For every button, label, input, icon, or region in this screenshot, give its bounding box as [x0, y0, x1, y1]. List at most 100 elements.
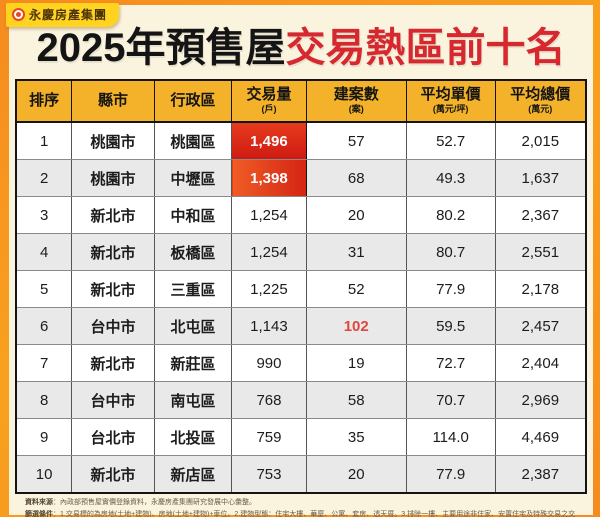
cell-total_price: 4,469: [494, 418, 587, 456]
table-row: 7 新北市 新莊區 990 19 72.7 2,404: [15, 344, 587, 382]
footnotes: 資料來源：內政部預售屋實價登錄資料，永慶房產集團研究發展中心彙整。 篩選條件：1…: [25, 498, 577, 517]
cell-rank: 10: [15, 455, 73, 494]
cell-volume: 1,398: [231, 159, 307, 197]
cell-unit_price: 59.5: [405, 307, 496, 345]
column-header-1: 排序: [15, 79, 73, 123]
cell-total_price: 2,015: [494, 122, 587, 160]
cell-city: 桃園市: [71, 159, 155, 197]
cell-rank: 3: [15, 196, 73, 234]
cell-cases: 52: [305, 270, 407, 308]
table-row: 1 桃園市 桃園區 1,496 57 52.7 2,015: [15, 122, 587, 160]
table-row: 5 新北市 三重區 1,225 52 77.9 2,178: [15, 270, 587, 308]
cell-cases: 35: [305, 418, 407, 456]
cell-volume: 1,143: [231, 307, 307, 345]
cell-total_price: 1,637: [494, 159, 587, 197]
table-row: 6 台中市 北屯區 1,143 102 59.5 2,457: [15, 307, 587, 345]
cell-unit_price: 70.7: [405, 381, 496, 419]
cell-volume: 990: [231, 344, 307, 382]
cell-rank: 1: [15, 122, 73, 160]
cell-unit_price: 80.7: [405, 233, 496, 271]
table-row: 2 桃園市 中壢區 1,398 68 49.3 1,637: [15, 159, 587, 197]
cell-city: 新北市: [71, 344, 155, 382]
source-label: 資料來源: [25, 499, 53, 506]
cell-city: 桃園市: [71, 122, 155, 160]
cell-total_price: 2,551: [494, 233, 587, 271]
cell-volume: 768: [231, 381, 307, 419]
cell-district: 桃園區: [153, 122, 233, 160]
cell-district: 北投區: [153, 418, 233, 456]
column-header-3: 行政區: [153, 79, 233, 123]
cell-cases: 57: [305, 122, 407, 160]
cell-total_price: 2,404: [494, 344, 587, 382]
cell-volume: 753: [231, 455, 307, 494]
cell-cases: 20: [305, 196, 407, 234]
column-header-5: 建案數 (案): [305, 79, 407, 123]
cell-district: 中壢區: [153, 159, 233, 197]
cell-cases: 58: [305, 381, 407, 419]
cell-volume: 1,225: [231, 270, 307, 308]
cell-district: 南屯區: [153, 381, 233, 419]
cell-rank: 8: [15, 381, 73, 419]
table-header: 排序 縣市 行政區 交易量 (戶) 建案數 (案) 平均單價 (萬元/坪) 平均總價 (萬元): [15, 79, 587, 123]
cell-rank: 6: [15, 307, 73, 345]
filter-text: ：1.交易標的為房地(土地+建物)、房地(土地+建物)+車位。2.建物型態：住宅…: [53, 510, 576, 517]
column-header-4: 交易量 (戶): [231, 79, 307, 123]
cell-city: 台北市: [71, 418, 155, 456]
cell-unit_price: 114.0: [405, 418, 496, 456]
table-row: 4 新北市 板橋區 1,254 31 80.7 2,551: [15, 233, 587, 271]
brand-logo-badge: 永慶房產集團: [6, 3, 120, 27]
cell-district: 中和區: [153, 196, 233, 234]
cell-unit_price: 72.7: [405, 344, 496, 382]
cell-volume: 1,254: [231, 196, 307, 234]
table-row: 9 台北市 北投區 759 35 114.0 4,469: [15, 418, 587, 456]
cell-total_price: 2,387: [494, 455, 587, 494]
footnote-source: 資料來源：內政部預售屋實價登錄資料，永慶房產集團研究發展中心彙整。: [25, 498, 577, 509]
cell-city: 台中市: [71, 381, 155, 419]
cell-total_price: 2,178: [494, 270, 587, 308]
cell-volume: 1,496: [231, 122, 307, 160]
cell-rank: 5: [15, 270, 73, 308]
title-highlight: 交易熱區前十名: [285, 26, 566, 70]
cell-district: 新店區: [153, 455, 233, 494]
footnote-filter: 篩選條件：1.交易標的為房地(土地+建物)、房地(土地+建物)+車位。2.建物型…: [25, 510, 577, 517]
cell-unit_price: 80.2: [405, 196, 496, 234]
table-row: 10 新北市 新店區 753 20 77.9 2,387: [15, 455, 587, 494]
cell-cases: 19: [305, 344, 407, 382]
content-area: 2025年預售屋交易熱區前十名 排序 縣市 行政區 交易量 (戶) 建案數 (案) 平均單價(…: [9, 5, 593, 517]
column-header-2: 縣市: [71, 79, 155, 123]
table-body: 1 桃園市 桃園區 1,496 57 52.7 2,015 2 桃園市 中壢區 1,398 68 49.…: [15, 122, 587, 494]
cell-volume: 759: [231, 418, 307, 456]
column-header-6: 平均單價 (萬元/坪): [405, 79, 496, 123]
cell-total_price: 2,969: [494, 381, 587, 419]
cell-rank: 7: [15, 344, 73, 382]
cell-total_price: 2,457: [494, 307, 587, 345]
cell-district: 新莊區: [153, 344, 233, 382]
header-row: 排序 縣市 行政區 交易量 (戶) 建案數 (案) 平均單價 (萬元/坪) 平均總價 (萬元): [15, 79, 587, 123]
cell-unit_price: 52.7: [405, 122, 496, 160]
cell-district: 板橋區: [153, 233, 233, 271]
cell-city: 新北市: [71, 270, 155, 308]
cell-unit_price: 77.9: [405, 455, 496, 494]
column-header-7: 平均總價 (萬元): [494, 79, 587, 123]
title-prefix: 2025年預售屋: [36, 26, 286, 70]
source-text: ：內政部預售屋實價登錄資料，永慶房產集團研究發展中心彙整。: [53, 499, 256, 506]
cell-district: 三重區: [153, 270, 233, 308]
cell-cases: 102: [305, 307, 407, 345]
cell-volume: 1,254: [231, 233, 307, 271]
cell-unit_price: 49.3: [405, 159, 496, 197]
table-row: 8 台中市 南屯區 768 58 70.7 2,969: [15, 381, 587, 419]
cell-city: 新北市: [71, 196, 155, 234]
cell-cases: 31: [305, 233, 407, 271]
cell-city: 新北市: [71, 455, 155, 494]
cell-rank: 2: [15, 159, 73, 197]
table-row: 3 新北市 中和區 1,254 20 80.2 2,367: [15, 196, 587, 234]
concentric-rings-icon: [12, 8, 25, 21]
page-title: 2025年預售屋交易熱區前十名: [9, 25, 593, 71]
cell-rank: 9: [15, 418, 73, 456]
brand-name: 永慶房產集團: [29, 8, 108, 22]
cell-unit_price: 77.9: [405, 270, 496, 308]
cell-city: 台中市: [71, 307, 155, 345]
cell-total_price: 2,367: [494, 196, 587, 234]
